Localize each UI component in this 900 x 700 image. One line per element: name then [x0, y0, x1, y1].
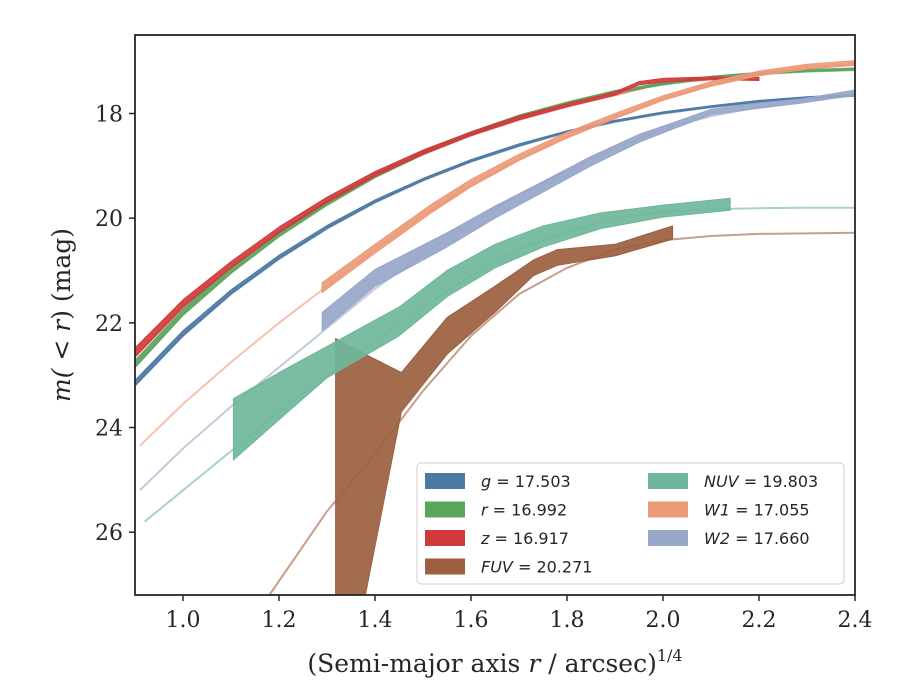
- legend-label-z: z = 16.917: [480, 529, 569, 548]
- y-axis-label: m( < r) (mag): [47, 228, 76, 402]
- measurement-bands-layer: [135, 60, 855, 595]
- x-tick-label: 1.6: [454, 608, 489, 633]
- legend-label-nuv: NUV = 19.803: [704, 472, 818, 491]
- y-tick-label: 26: [95, 521, 123, 546]
- x-axis-label-exp: 1/4: [657, 646, 683, 665]
- legend-label-w2: W2 = 17.660: [704, 529, 810, 548]
- x-tick-label: 2.2: [742, 608, 777, 633]
- measurement-band-g: [135, 93, 855, 387]
- legend-items: g = 17.503 r = 16.992 z = 16.917 FUV = 20.2…: [425, 472, 818, 577]
- measurement-band-nuv: [232, 197, 731, 461]
- model-curve-z: [135, 78, 759, 358]
- legend-swatch-z: [425, 530, 465, 546]
- y-axis-ticks: 18 20 22 24 26: [95, 103, 135, 546]
- x-tick-label: 1.2: [262, 608, 297, 633]
- y-tick-label: 20: [95, 207, 123, 232]
- y-tick-label: 18: [95, 103, 123, 128]
- x-tick-label: 1.0: [166, 608, 201, 633]
- measurement-band-w1: [321, 60, 855, 293]
- y-axis-label-post: ) (mag): [47, 228, 76, 320]
- legend-label-w1: W1 = 17.055: [704, 501, 810, 520]
- legend-swatch-nuv: [648, 473, 688, 489]
- x-tick-label: 1.4: [358, 608, 393, 633]
- x-axis-ticks: 1.0 1.2 1.4 1.6 1.8 2.0 2.2 2.4: [166, 595, 873, 633]
- legend-label-r: r = 16.992: [481, 501, 567, 520]
- legend-label-fuv: FUV = 20.271: [481, 558, 592, 577]
- legend-swatch-w2: [648, 530, 688, 546]
- x-tick-label: 1.8: [550, 608, 585, 633]
- y-axis-label-pre: m(: [47, 367, 76, 402]
- x-axis-label-tail: / arcsec): [540, 649, 657, 678]
- x-axis-label-var: r: [528, 649, 542, 678]
- legend: g = 17.503 r = 16.992 z = 16.917 FUV = 20.2…: [416, 462, 845, 585]
- legend-swatch-fuv: [425, 558, 465, 575]
- x-tick-label: 2.4: [838, 608, 873, 633]
- y-tick-label: 22: [95, 312, 123, 337]
- model-curve-g: [135, 94, 855, 387]
- y-tick-label: 24: [95, 417, 123, 442]
- legend-box: [416, 462, 845, 585]
- legend-swatch-w1: [648, 501, 688, 518]
- x-axis-label-main: (Semi-major axis: [307, 649, 528, 678]
- plot-frame: [134, 34, 856, 596]
- legend-swatch-r: [425, 501, 465, 518]
- x-tick-label: 2.0: [646, 608, 681, 633]
- legend-label-g: g = 17.503: [481, 472, 571, 491]
- y-axis-label-op: <: [47, 332, 76, 369]
- x-axis-label: (Semi-major axis r / arcsec)1/4: [307, 646, 682, 678]
- measurement-band-w2: [321, 89, 855, 332]
- measurement-band-z: [135, 76, 760, 358]
- y-axis-label-var: r: [47, 318, 76, 332]
- measurement-band-fuv: [335, 225, 674, 595]
- legend-swatch-g: [425, 473, 465, 489]
